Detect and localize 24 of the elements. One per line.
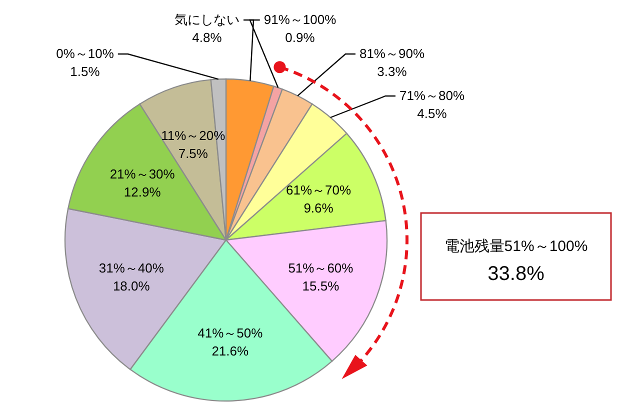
- value-label: 3.3%: [377, 64, 407, 79]
- value-label: 15.5%: [302, 278, 340, 294]
- annotation: 電池残量51%～100%: [444, 238, 588, 255]
- value-label: 9.6%: [304, 200, 334, 216]
- value-label: 4.8%: [192, 30, 222, 45]
- value-label: 18.0%: [112, 278, 150, 294]
- annotation: 33.8%: [488, 263, 544, 285]
- category-label: 51%～60%: [288, 260, 354, 276]
- value-label: 12.9%: [124, 184, 161, 200]
- value-label: 4.5%: [417, 106, 447, 121]
- category-label: 31%～40%: [98, 260, 164, 276]
- category-label: 41%～50%: [198, 325, 263, 340]
- category-label: 21%～30%: [110, 166, 175, 182]
- value-label: 1.5%: [70, 64, 100, 79]
- category-label: 気にしない: [174, 12, 240, 27]
- value-label: 21.6%: [212, 343, 249, 358]
- category-label: 91%～100%: [264, 12, 336, 27]
- category-label: 71%～80%: [399, 88, 465, 103]
- category-label: 61%～70%: [286, 182, 352, 198]
- category-label: 0%～10%: [56, 46, 114, 61]
- category-label: 11%～20%: [161, 128, 226, 144]
- value-label: 0.9%: [285, 30, 315, 45]
- category-label: 81%～90%: [359, 46, 425, 61]
- value-label: 7.5%: [178, 146, 208, 162]
